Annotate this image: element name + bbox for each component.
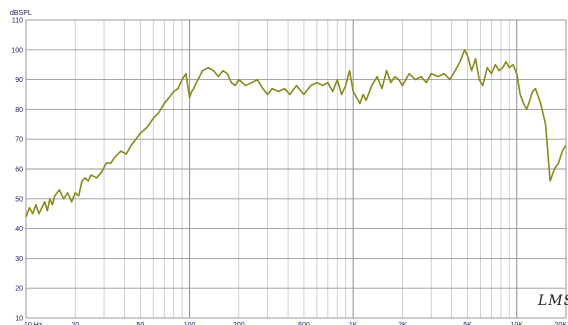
- y-axis-unit-label: dBSPL: [10, 10, 32, 17]
- x-tick-label: 2K: [398, 322, 407, 325]
- y-tick-label: 90: [15, 77, 23, 84]
- lms-logo: LMS: [537, 293, 568, 309]
- y-tick-label: 60: [15, 167, 23, 174]
- x-tick-label: 1K: [349, 322, 358, 325]
- y-tick-label: 80: [15, 107, 23, 114]
- response-curve-line: [25, 49, 567, 217]
- x-tick-label: 10 Hz: [24, 322, 43, 325]
- y-tick-label: 40: [15, 226, 23, 233]
- x-tick-label: 5K: [463, 322, 472, 325]
- y-tick-label: 30: [15, 256, 23, 263]
- y-tick-label: 110: [12, 18, 23, 25]
- y-tick-label: 10: [15, 316, 23, 323]
- y-tick-label: 100: [11, 47, 23, 54]
- y-tick-label: 70: [15, 137, 23, 144]
- x-tick-label: 10K: [511, 322, 524, 325]
- x-tick-label: 200: [233, 322, 245, 325]
- x-tick-label: 50: [136, 322, 144, 325]
- x-tick-label: 100: [184, 322, 196, 325]
- plot-frame: [25, 19, 567, 319]
- x-tick-label: 20K: [555, 322, 568, 325]
- y-axis-tick-labels: 10 20 30 40 50 60 70 80 90 100 110: [11, 18, 23, 323]
- x-tick-label: 20: [71, 322, 79, 325]
- x-tick-label: 500: [298, 322, 310, 325]
- y-tick-label: 20: [15, 286, 23, 293]
- x-axis-tick-labels: 10 Hz 20 50 100 200 500 1K 2K 5K 10K 20K: [24, 322, 567, 325]
- y-tick-label: 50: [15, 196, 23, 203]
